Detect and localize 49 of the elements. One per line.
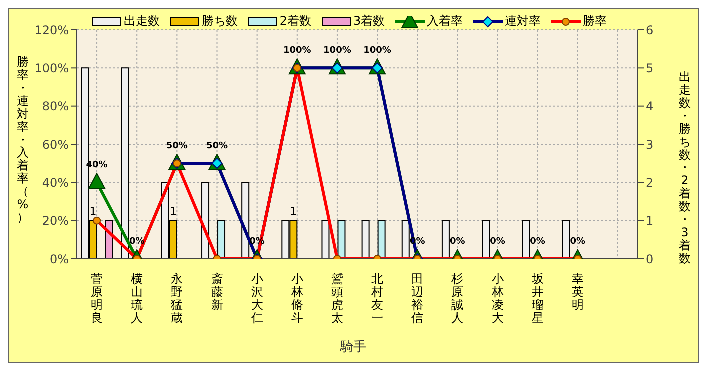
x-tick-label: 横山琉人: [131, 272, 144, 325]
x-axis-title: 騎手: [339, 339, 368, 356]
y-tick-label: 0%: [50, 252, 69, 266]
y-tick-label: 60%: [42, 138, 69, 152]
data-label: 0%: [530, 237, 546, 247]
legend-label: 連対率: [505, 13, 542, 30]
data-label: 0%: [450, 237, 466, 247]
data-label: 1: [90, 204, 97, 218]
legend-label: 3着数: [354, 13, 386, 30]
data-label: 100%: [324, 46, 352, 56]
x-tick-label: 坂井瑠星: [530, 272, 544, 325]
y2-tick-label: 4: [646, 100, 654, 114]
y2-tick-label: 2: [646, 176, 654, 190]
legend-label: 入着率: [427, 13, 464, 30]
data-label: 1: [290, 204, 298, 218]
y2-tick-label: 1: [646, 214, 654, 228]
y2-tick-label: 6: [646, 23, 654, 38]
x-tick-label: 鷲頭虎太: [331, 272, 344, 325]
y-tick-label: 40%: [42, 176, 69, 190]
x-tick-label: 斎藤新: [211, 272, 224, 312]
data-label: 100%: [364, 46, 392, 56]
x-tick-label: 田辺裕信: [412, 272, 424, 325]
x-tick-label: 永野猛蔵: [171, 272, 184, 325]
y-tick-label: 120%: [34, 23, 69, 38]
y-tick-label: 80%: [42, 100, 69, 114]
data-label: 50%: [166, 142, 188, 152]
y-tick-label: 100%: [34, 61, 69, 76]
y2-tick-label: 0: [646, 252, 654, 266]
legend-label: 出走数: [124, 13, 160, 30]
x-tick-label: 幸英明: [572, 272, 584, 312]
x-tick-label: 北村友一: [370, 272, 384, 325]
x-tick-label: 杉原誠人: [450, 272, 464, 325]
y2-tick-label: 3: [646, 138, 654, 152]
x-tick-label: 小林脩斗: [290, 272, 304, 325]
y-tick-label: 20%: [42, 214, 69, 228]
text: 勝率・連対率・入着率（%）: [17, 55, 29, 225]
legend-label: 勝率: [583, 13, 608, 30]
text: 出走数・勝ち数・2着数・3着数: [679, 70, 691, 266]
data-label: 100%: [283, 46, 312, 56]
data-label: 0%: [490, 237, 506, 247]
data-label: 1: [170, 204, 177, 218]
legend-label: 2着数: [280, 13, 312, 30]
x-tick-label: 小沢大仁: [250, 272, 264, 325]
x-tick-label: 小林凌大: [490, 272, 504, 325]
data-label: 0%: [570, 237, 586, 247]
data-label: 50%: [206, 142, 228, 152]
x-tick-label: 菅原明良: [91, 272, 104, 325]
legend-label: 勝ち数: [202, 13, 238, 30]
y2-tick-label: 5: [646, 61, 654, 76]
